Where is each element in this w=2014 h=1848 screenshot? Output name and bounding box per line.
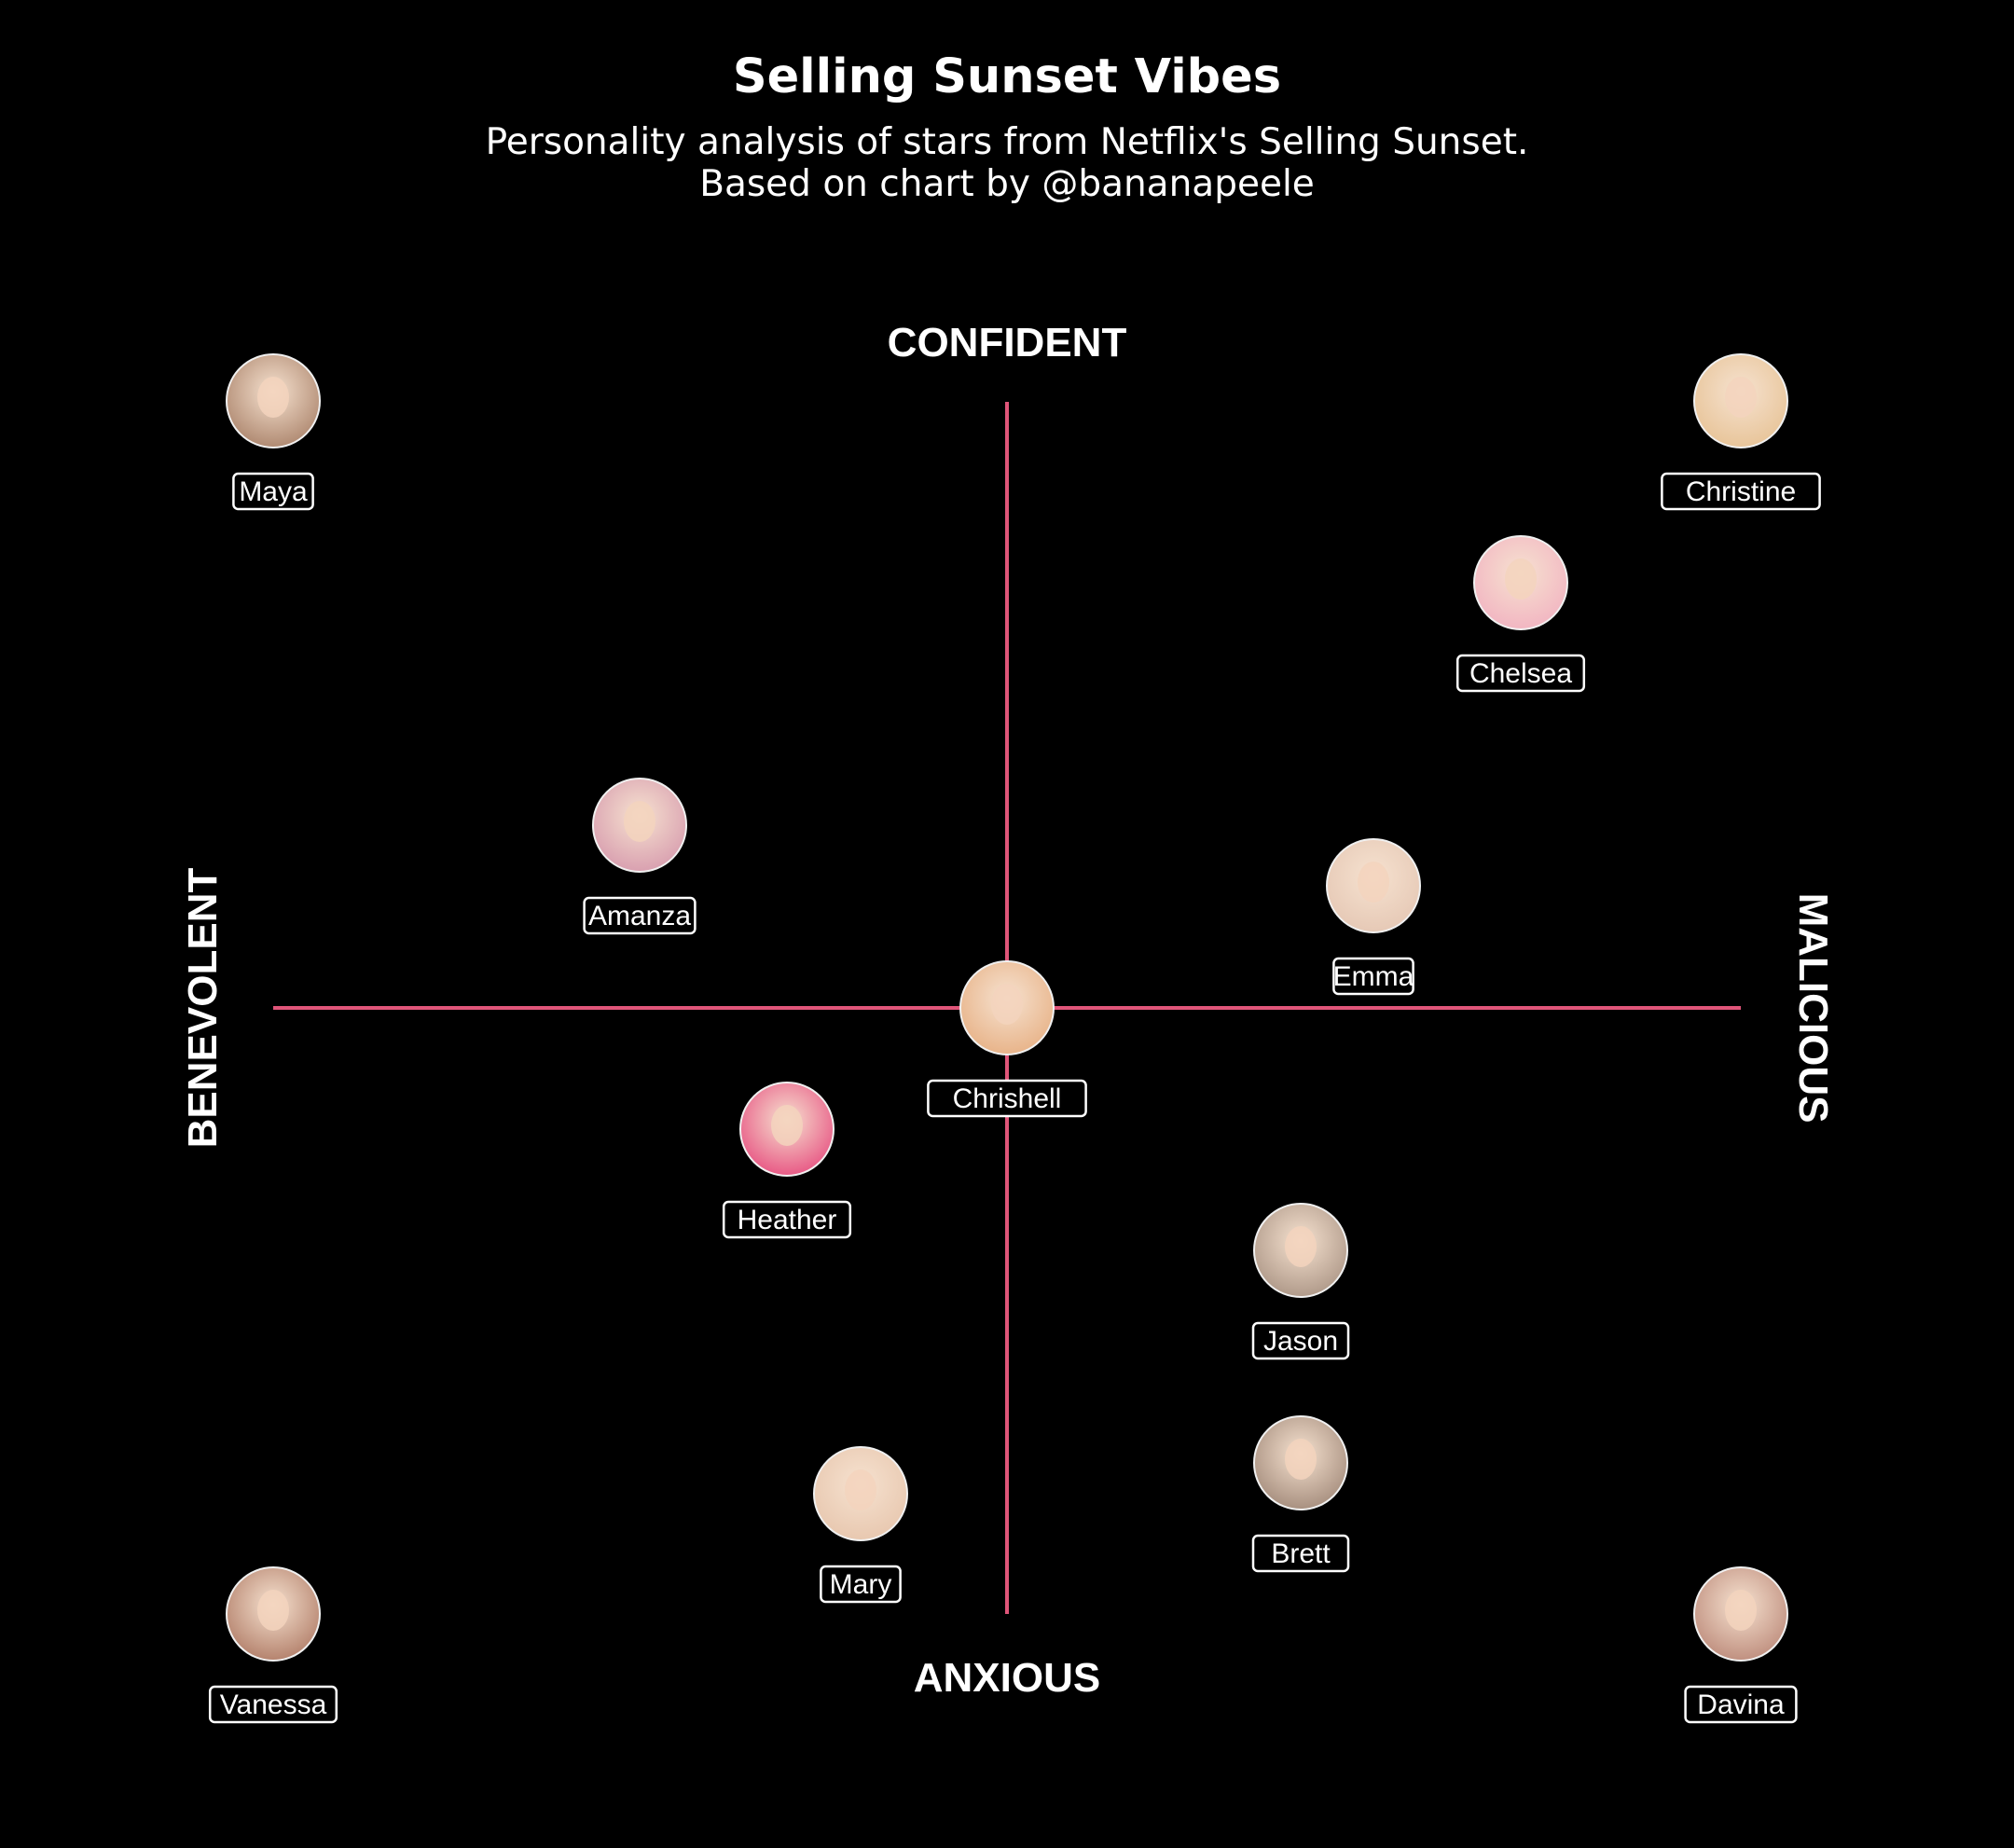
point-label-mary: Mary — [830, 1569, 892, 1600]
point-label-chrishell: Chrishell — [953, 1083, 1062, 1114]
label-box-chrishell — [927, 1079, 1087, 1118]
data-point-davina: Davina — [1684, 1566, 1798, 1724]
data-point-chrishell: Chrishell — [927, 960, 1087, 1118]
data-point-chelsea: Chelsea — [1455, 535, 1586, 693]
point-label-chelsea: Chelsea — [1469, 658, 1572, 689]
data-point-mary: Mary — [813, 1446, 908, 1604]
data-point-jason: Jason — [1251, 1203, 1350, 1360]
data-point-brett: Brett — [1251, 1415, 1350, 1573]
data-point-maya: Maya — [226, 353, 321, 511]
label-box-christine — [1661, 472, 1821, 511]
data-point-vanessa: Vanessa — [208, 1566, 338, 1724]
label-box-davina — [1684, 1685, 1798, 1724]
avatar-face-davina — [1725, 1590, 1757, 1631]
avatar-face-mary — [845, 1469, 876, 1510]
avatar-face-maya — [257, 377, 289, 418]
label-box-vanessa — [208, 1685, 338, 1724]
avatar-face-vanessa — [257, 1590, 289, 1631]
label-box-maya — [232, 472, 314, 511]
axis-label-benevolent: BENEVOLENT — [180, 868, 226, 1149]
point-label-vanessa: Vanessa — [220, 1689, 327, 1720]
label-box-brett — [1251, 1534, 1350, 1573]
label-box-mary — [820, 1565, 902, 1604]
point-label-emma: Emma — [1333, 961, 1414, 992]
point-label-christine: Christine — [1686, 476, 1796, 507]
chart-subtitle-line2: Based on chart by @bananapeele — [699, 163, 1315, 205]
avatar-face-heather — [771, 1105, 803, 1146]
avatar-face-chrishell — [991, 984, 1023, 1025]
point-label-maya: Maya — [239, 476, 308, 507]
avatar-face-christine — [1725, 377, 1757, 418]
label-box-heather — [722, 1200, 852, 1239]
chart-title: Selling Sunset Vibes — [732, 49, 1282, 104]
avatar-face-emma — [1358, 862, 1389, 903]
point-label-davina: Davina — [1697, 1689, 1785, 1720]
axis-label-anxious: ANXIOUS — [914, 1655, 1100, 1701]
axis-label-confident: CONFIDENT — [888, 320, 1127, 365]
data-point-heather: Heather — [722, 1082, 852, 1239]
point-label-heather: Heather — [738, 1205, 837, 1235]
data-point-amanza: Amanza — [583, 778, 697, 935]
data-point-emma: Emma — [1326, 838, 1421, 996]
points-layer: Maya Christine Chelsea Amanza Emma Chrishell H… — [208, 353, 1821, 1724]
avatar-face-brett — [1285, 1439, 1317, 1480]
point-label-amanza: Amanza — [588, 901, 691, 931]
avatar-face-jason — [1285, 1226, 1317, 1267]
label-box-jason — [1251, 1321, 1350, 1360]
axis-label-malicious: MALICIOUS — [1790, 893, 1836, 1124]
avatar-face-chelsea — [1505, 559, 1537, 600]
label-box-emma — [1332, 957, 1414, 996]
data-point-christine: Christine — [1661, 353, 1821, 511]
chart-subtitle-line1: Personality analysis of stars from Netfl… — [485, 121, 1529, 163]
avatar-face-amanza — [624, 801, 655, 842]
label-box-amanza — [583, 896, 697, 935]
point-label-jason: Jason — [1263, 1326, 1338, 1357]
label-box-chelsea — [1455, 654, 1586, 693]
axis-labels: CONFIDENT ANXIOUS BENEVOLENT MALICIOUS — [180, 320, 1836, 1701]
point-label-brett: Brett — [1271, 1538, 1331, 1569]
